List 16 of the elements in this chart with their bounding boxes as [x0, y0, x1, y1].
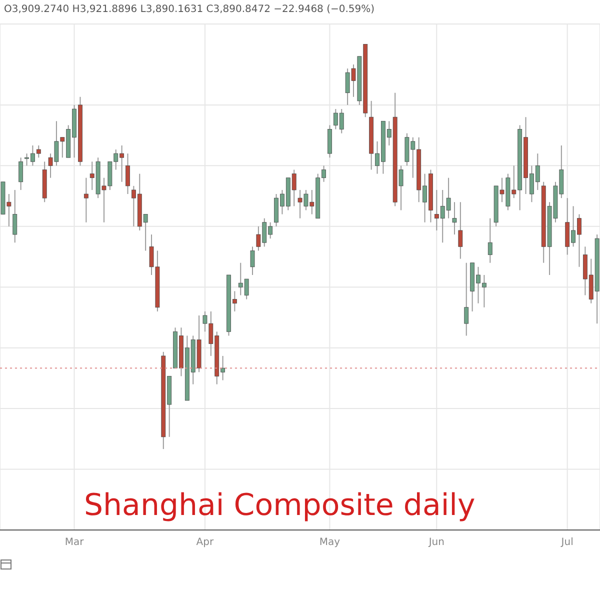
candlestick — [12, 189, 18, 244]
x-tick-label: Jun — [428, 537, 444, 548]
x-tick-label: May — [319, 537, 340, 548]
candlestick — [452, 202, 457, 235]
text: Shanghai Composite daily — [84, 488, 476, 523]
x-tick-label: Jul — [560, 537, 574, 548]
x-tick-label: Apr — [196, 537, 214, 548]
candlestick — [250, 246, 255, 276]
candlestick — [488, 218, 492, 264]
text: O3,909.2740 H3,921.8896 L3,890.1631 C3,890.8472 −22.9468 (−0.59%) — [4, 4, 375, 15]
candlestick — [18, 157, 24, 190]
candlestick — [126, 153, 130, 195]
candlestick — [458, 202, 463, 260]
x-tick-label: Mar — [64, 537, 85, 548]
candlestick — [84, 177, 88, 223]
candlestick — [464, 262, 469, 336]
